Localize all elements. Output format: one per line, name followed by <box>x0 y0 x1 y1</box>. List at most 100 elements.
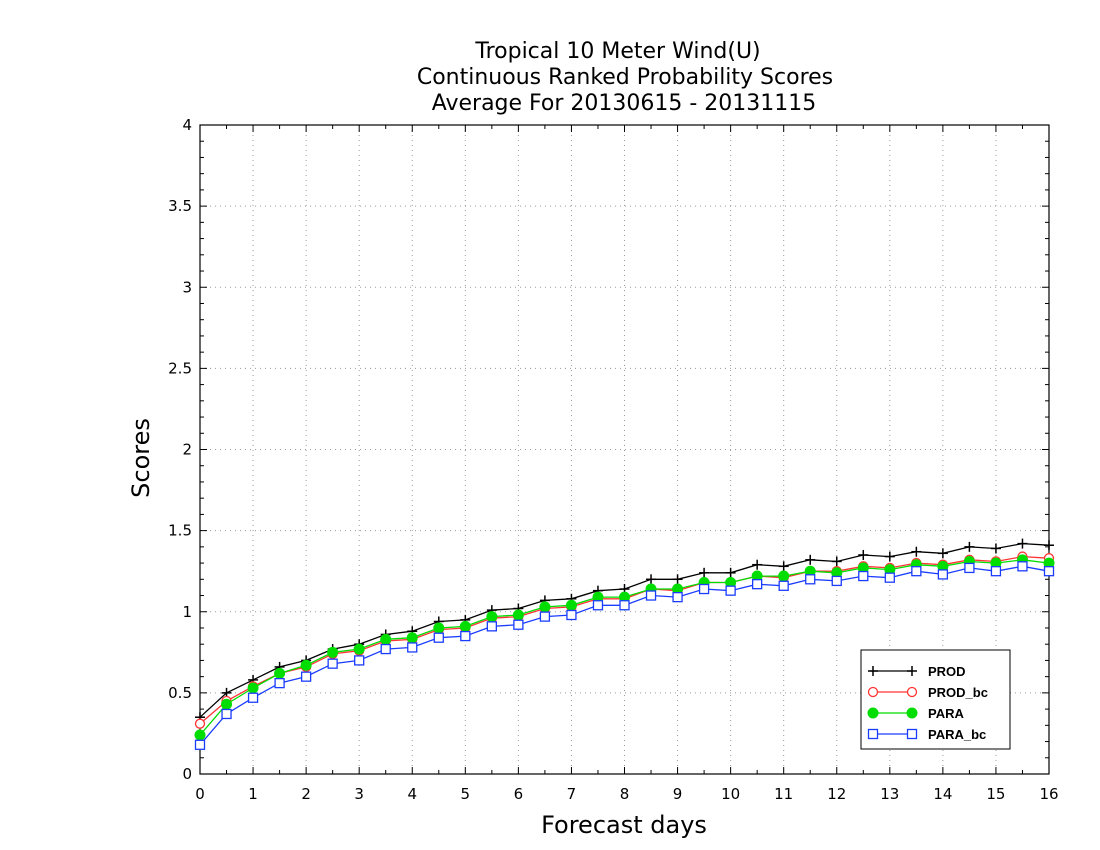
open-circle-marker <box>194 718 206 729</box>
x-axis-label: Forecast days <box>541 811 707 839</box>
plus-marker <box>990 543 1001 554</box>
y-tick-label: 2.5 <box>168 359 192 377</box>
plus-marker <box>937 548 948 559</box>
open-square-marker <box>592 600 604 611</box>
open-square-marker <box>407 642 418 653</box>
chart-title-line-1: Tropical 10 Meter Wind(U) <box>474 39 760 64</box>
open-square-marker <box>752 579 763 590</box>
legend-label: PARA <box>928 706 964 721</box>
filled-circle-marker <box>459 620 471 632</box>
filled-circle-marker <box>867 707 879 719</box>
y-tick-label: 2 <box>182 441 192 459</box>
open-square-marker <box>486 621 497 632</box>
x-tick-label: 0 <box>195 785 205 803</box>
x-tick-label: 12 <box>827 785 846 803</box>
x-tick-label: 2 <box>301 785 311 803</box>
chart-title-line-3: Average For 20130615 - 20131115 <box>432 91 817 116</box>
filled-circle-marker <box>539 601 551 613</box>
open-circle-marker <box>867 686 879 698</box>
x-tick-label: 5 <box>461 785 471 803</box>
x-tick-label: 4 <box>407 785 417 803</box>
x-tick-label: 10 <box>721 785 740 803</box>
x-tick-label: 14 <box>933 785 952 803</box>
legend: PROD PROD_bc PARA PARA_bc <box>860 649 1011 750</box>
y-tick-label: 0 <box>182 765 192 783</box>
x-tick-label: 6 <box>514 785 524 803</box>
x-tick-label: 9 <box>673 785 683 803</box>
filled-circle-marker <box>274 667 286 679</box>
plus-marker <box>1044 540 1054 551</box>
legend-item-para-bc: PARA_bc <box>867 727 986 742</box>
open-square-marker <box>867 728 879 740</box>
filled-circle-marker <box>194 729 206 741</box>
x-tick-label: 13 <box>880 785 899 803</box>
x-tick-label: 3 <box>354 785 364 803</box>
filled-circle-marker <box>565 599 577 611</box>
y-tick-label: 1 <box>182 603 192 621</box>
chart-title-line-2: Continuous Ranked Probability Scores <box>417 65 833 90</box>
open-square-marker <box>274 677 285 689</box>
plus-marker <box>831 556 842 567</box>
plus-marker <box>725 567 736 578</box>
open-square-marker <box>1017 561 1028 572</box>
plus-marker <box>884 551 895 562</box>
legend-item-prod-bc: PROD_bc <box>867 685 988 700</box>
open-square-marker <box>247 692 259 703</box>
series-prod <box>195 538 1054 723</box>
open-square-marker <box>937 569 949 580</box>
legend-label: PROD <box>928 664 966 679</box>
legend-item-prod: PROD <box>868 664 966 679</box>
filled-circle-marker <box>247 682 259 694</box>
series-lines <box>194 538 1055 750</box>
x-tick-label: 7 <box>567 785 577 803</box>
plus-marker <box>805 554 816 565</box>
filled-circle-marker <box>353 643 365 655</box>
open-square-marker <box>645 590 657 601</box>
y-tick-label: 3.5 <box>168 197 192 215</box>
open-square-marker <box>725 585 736 596</box>
open-square-marker <box>831 575 842 587</box>
open-square-marker <box>990 566 1002 577</box>
x-tick-label: 15 <box>986 785 1005 803</box>
plus-marker <box>1017 538 1028 549</box>
open-square-marker <box>805 574 816 585</box>
open-square-marker <box>354 655 365 666</box>
open-square-marker <box>194 739 206 750</box>
plus-marker <box>964 541 975 552</box>
series-para <box>194 554 1055 741</box>
filled-circle-marker <box>406 632 418 644</box>
x-tick-label: 16 <box>1039 785 1058 803</box>
y-tick-label: 1.5 <box>168 522 192 540</box>
plus-marker <box>868 666 878 676</box>
y-tick-label: 3 <box>182 278 192 296</box>
open-square-marker <box>539 611 551 622</box>
open-square-marker <box>698 583 710 595</box>
series-para-bc <box>194 561 1055 750</box>
y-tick-label: 0.5 <box>168 684 192 702</box>
x-tick-label: 8 <box>620 785 630 803</box>
open-square-marker <box>619 600 630 611</box>
plus-marker <box>699 567 710 578</box>
open-square-marker <box>906 728 918 740</box>
plus-marker <box>858 549 869 560</box>
open-square-marker <box>884 572 895 583</box>
legend-box <box>860 649 1011 750</box>
open-square-marker <box>911 566 922 577</box>
plus-marker <box>646 574 657 585</box>
open-square-marker <box>300 671 312 682</box>
open-square-marker <box>380 643 391 655</box>
filled-circle-marker <box>433 622 445 634</box>
filled-circle-marker <box>380 633 392 645</box>
open-square-marker <box>460 630 471 642</box>
plus-marker <box>778 561 789 572</box>
legend-item-para: PARA <box>867 706 964 721</box>
open-square-marker <box>672 591 683 603</box>
open-square-marker <box>778 580 789 591</box>
open-square-marker <box>513 619 524 630</box>
open-square-marker <box>327 658 338 669</box>
open-square-marker <box>964 562 975 574</box>
plus-marker <box>911 546 922 557</box>
open-square-marker <box>433 632 444 643</box>
